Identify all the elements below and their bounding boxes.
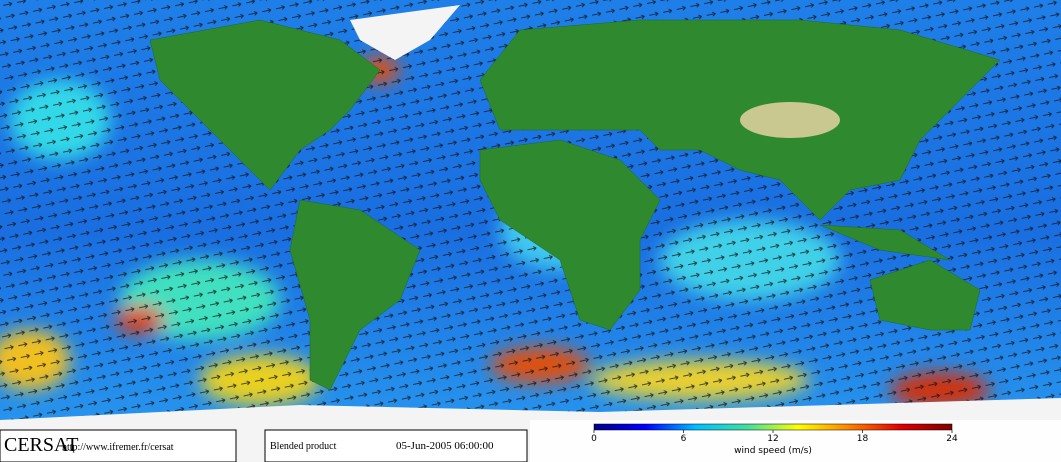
url: http://www.ifremer.fr/cersat [62,442,174,453]
colorbar-tick-label: 12 [767,434,778,444]
logo: CERSAT [4,434,78,456]
logo-box [0,429,237,462]
colorbar-tick-label: 6 [681,434,687,444]
product-date: 05-Jun-2005 06:00:00 [396,440,494,452]
greenland-ice [350,5,460,60]
colorbar-tick-label: 18 [857,434,869,444]
product-name: Blended product [270,441,337,452]
plateau [740,102,840,138]
colorbar-tick-label: 0 [591,434,597,444]
product-box [264,429,528,462]
colorbar-tick-label: 24 [946,434,958,444]
colorbar-label: wind speed (m/s) [734,446,812,456]
colorbar [593,423,953,431]
